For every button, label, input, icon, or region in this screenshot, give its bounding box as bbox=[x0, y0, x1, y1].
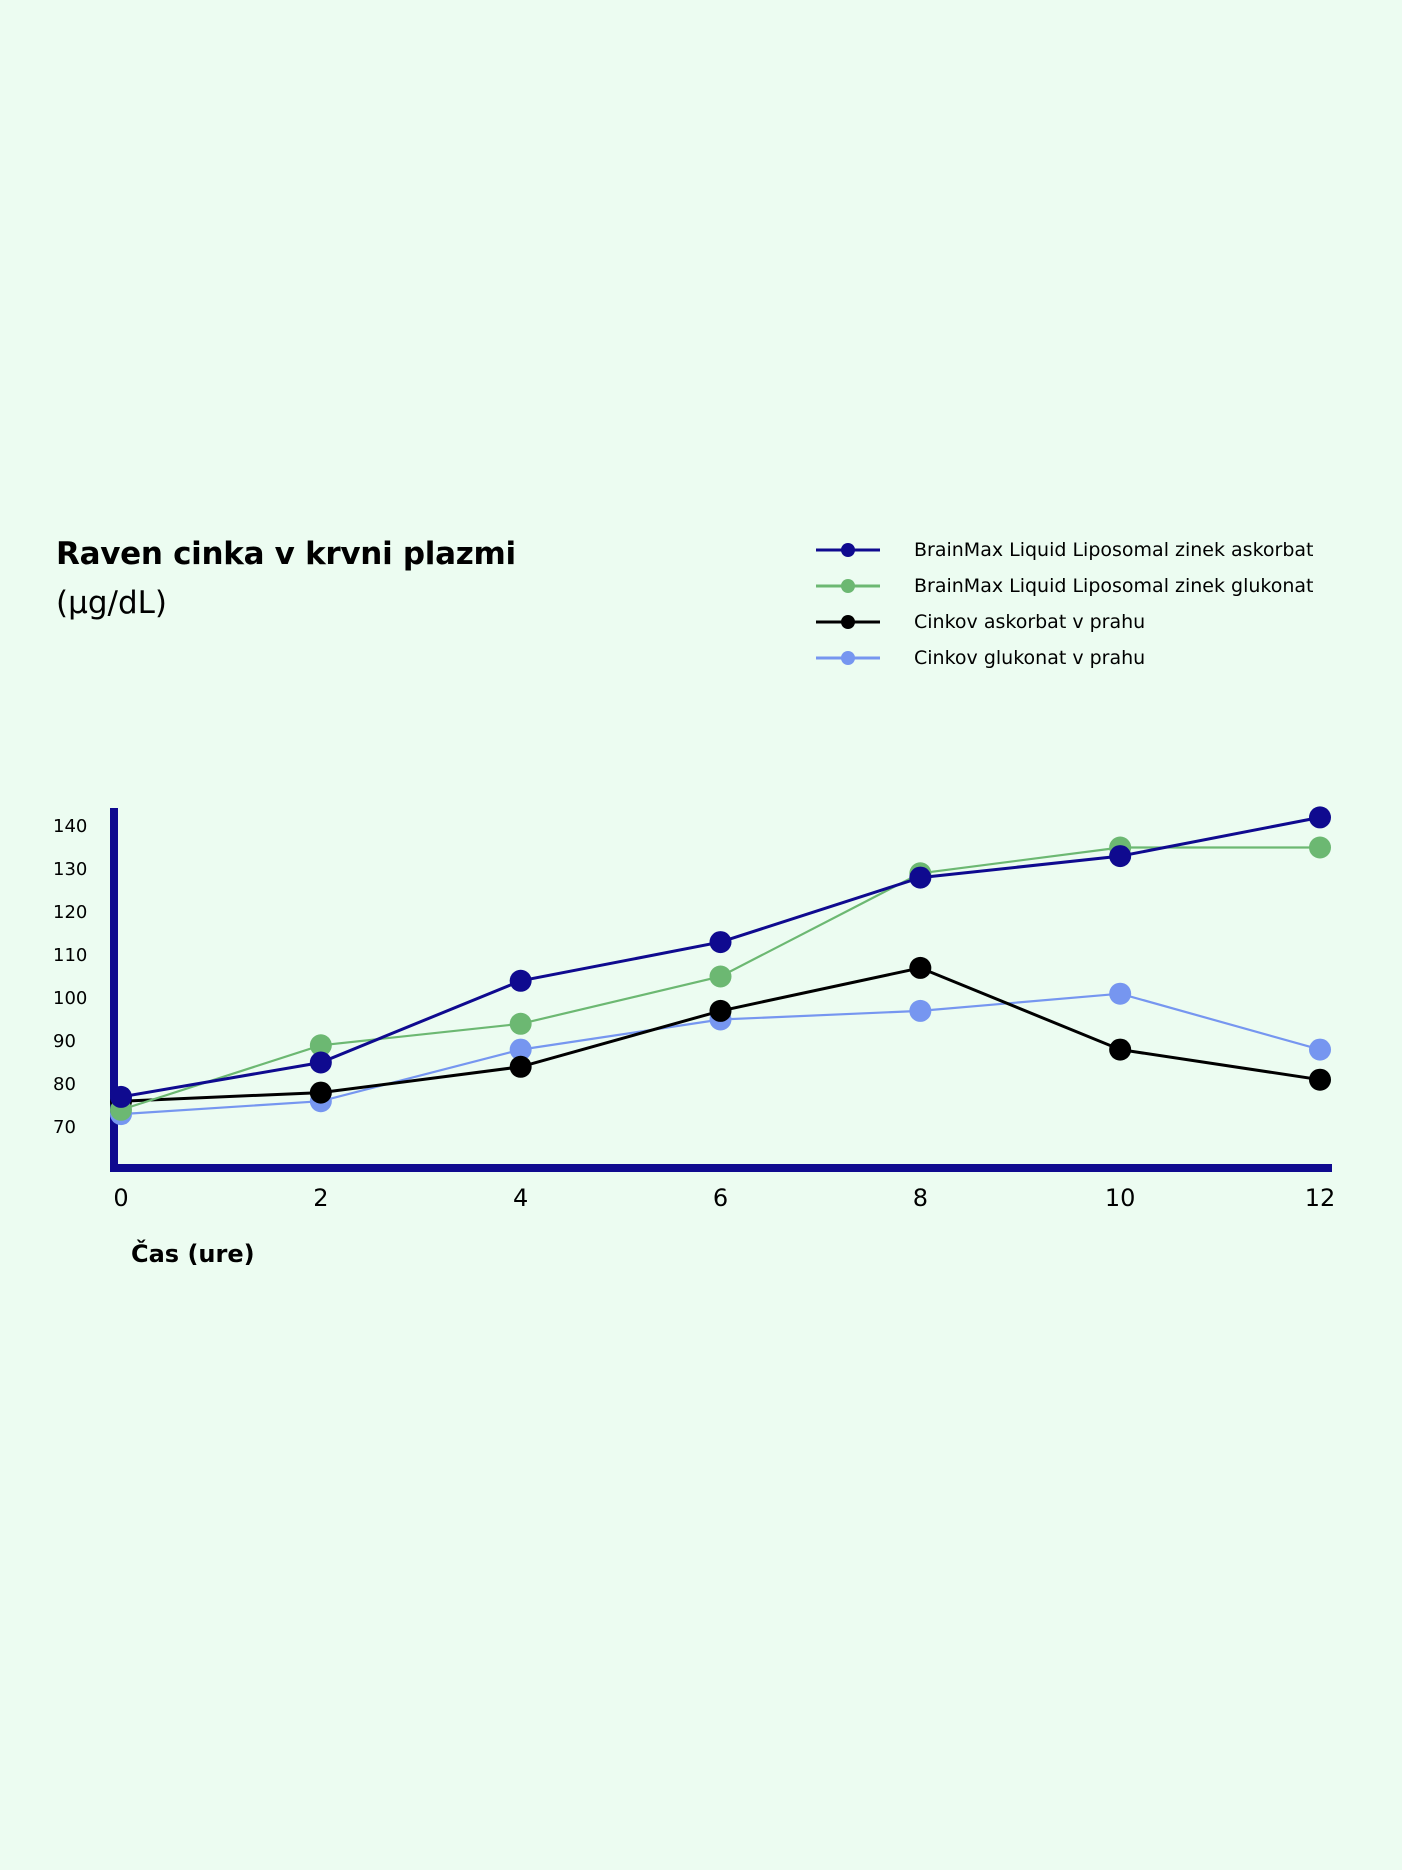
data-point bbox=[1309, 806, 1331, 829]
legend-swatch-marker bbox=[841, 543, 855, 557]
data-point bbox=[110, 1085, 132, 1108]
y-tick-label: 80 bbox=[53, 1074, 76, 1095]
data-point bbox=[1109, 982, 1132, 1005]
y-tick-label: 90 bbox=[53, 1031, 76, 1052]
data-point bbox=[509, 969, 532, 992]
x-tick-label: 2 bbox=[313, 1184, 328, 1212]
data-point bbox=[509, 1038, 532, 1061]
data-point bbox=[1309, 1038, 1331, 1061]
chart-axes bbox=[110, 808, 1332, 1172]
legend-label: Cinkov glukonat v prahu bbox=[914, 647, 1146, 669]
legend-label: BrainMax Liquid Liposomal zinek askorbat bbox=[914, 539, 1314, 561]
y-tick-label: 130 bbox=[53, 859, 87, 880]
x-tick-label: 10 bbox=[1105, 1184, 1136, 1212]
x-tick-labels: 0 2 4 6 8 10 12 bbox=[113, 1184, 1335, 1212]
x-tick-label: 8 bbox=[913, 1184, 928, 1212]
y-tick-label: 110 bbox=[53, 945, 87, 966]
legend-label: Cinkov askorbat v prahu bbox=[914, 611, 1146, 633]
legend-label: BrainMax Liquid Liposomal zinek glukonat bbox=[914, 575, 1314, 597]
data-point bbox=[309, 1051, 332, 1074]
series-line bbox=[120, 966, 1321, 1103]
series-0 bbox=[110, 806, 1331, 1108]
data-point bbox=[709, 965, 732, 988]
legend-item: Cinkov askorbat v prahu bbox=[816, 604, 1314, 640]
data-point bbox=[709, 931, 732, 954]
x-tick-label: 0 bbox=[113, 1184, 128, 1212]
data-point bbox=[309, 1034, 332, 1057]
series-line bbox=[120, 815, 1321, 1099]
legend-item: BrainMax Liquid Liposomal zinek askorbat bbox=[816, 532, 1314, 568]
x-tick-label: 6 bbox=[713, 1184, 728, 1212]
legend-swatch bbox=[816, 543, 880, 557]
data-point bbox=[1309, 1068, 1331, 1091]
legend-swatch-marker bbox=[841, 615, 855, 629]
chart-title: Raven cinka v krvni plazmi bbox=[56, 536, 516, 572]
data-point bbox=[1109, 845, 1132, 868]
data-point bbox=[509, 1012, 532, 1035]
legend-item: BrainMax Liquid Liposomal zinek glukonat bbox=[816, 568, 1314, 604]
legend-swatch bbox=[816, 651, 880, 665]
y-tick-labels: 70 80 90 100 110 120 130 140 bbox=[53, 816, 87, 1138]
legend-swatch-marker bbox=[841, 651, 855, 665]
x-tick-label: 12 bbox=[1305, 1184, 1336, 1212]
x-axis-label: Čas (ure) bbox=[131, 1240, 255, 1268]
chart-subtitle: (µg/dL) bbox=[56, 585, 167, 621]
legend-swatch bbox=[816, 579, 880, 593]
y-tick-label: 120 bbox=[53, 902, 87, 923]
data-point bbox=[309, 1081, 332, 1104]
data-point bbox=[509, 1055, 532, 1078]
legend-item: Cinkov glukonat v prahu bbox=[816, 640, 1314, 676]
y-tick-label: 70 bbox=[53, 1117, 76, 1138]
y-tick-label: 140 bbox=[53, 816, 87, 837]
legend: BrainMax Liquid Liposomal zinek askorbat… bbox=[816, 532, 1314, 676]
data-point bbox=[1309, 836, 1331, 859]
y-tick-label: 100 bbox=[53, 988, 87, 1009]
data-point bbox=[1109, 1038, 1132, 1061]
data-point bbox=[709, 999, 732, 1022]
legend-swatch-marker bbox=[841, 579, 855, 593]
chart-series bbox=[110, 806, 1331, 1126]
data-point bbox=[909, 999, 932, 1022]
legend-swatch bbox=[816, 615, 880, 629]
series-1 bbox=[110, 836, 1331, 1121]
data-point bbox=[909, 956, 932, 979]
data-point bbox=[909, 866, 932, 889]
x-tick-label: 4 bbox=[513, 1184, 528, 1212]
